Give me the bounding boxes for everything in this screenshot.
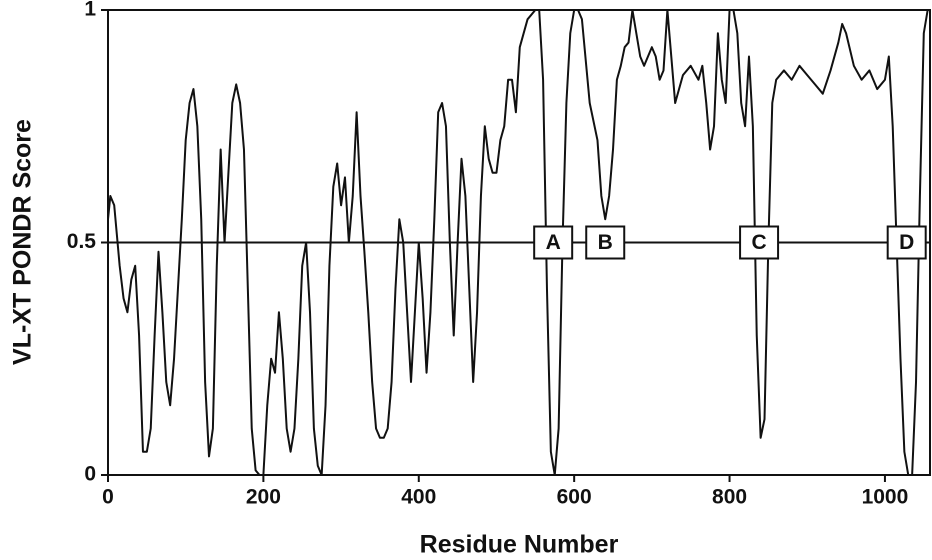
annotation-box <box>533 225 574 260</box>
y-tick-label: 0 <box>84 463 96 486</box>
x-tick-label: 400 <box>401 486 436 509</box>
x-tick-label: 600 <box>557 486 592 509</box>
annotation-label: B <box>598 231 613 254</box>
annotation-box <box>739 225 780 260</box>
y-axis-title: VL-XT PONDR Score <box>9 119 37 365</box>
y-tick-label: 1 <box>84 0 96 21</box>
annotation-box <box>886 225 927 260</box>
x-axis-title: Residue Number <box>420 531 619 559</box>
x-tick-label: 800 <box>712 486 747 509</box>
annotation-box <box>585 225 626 260</box>
x-tick-label: 200 <box>246 486 281 509</box>
annotation-label: C <box>751 231 766 254</box>
x-tick-label: 1000 <box>862 486 909 509</box>
y-tick-label: 0.5 <box>67 230 97 253</box>
x-tick-label: 0 <box>102 486 114 509</box>
data-line <box>107 9 929 476</box>
annotation-label: A <box>546 231 561 254</box>
annotation-label: D <box>899 231 914 254</box>
